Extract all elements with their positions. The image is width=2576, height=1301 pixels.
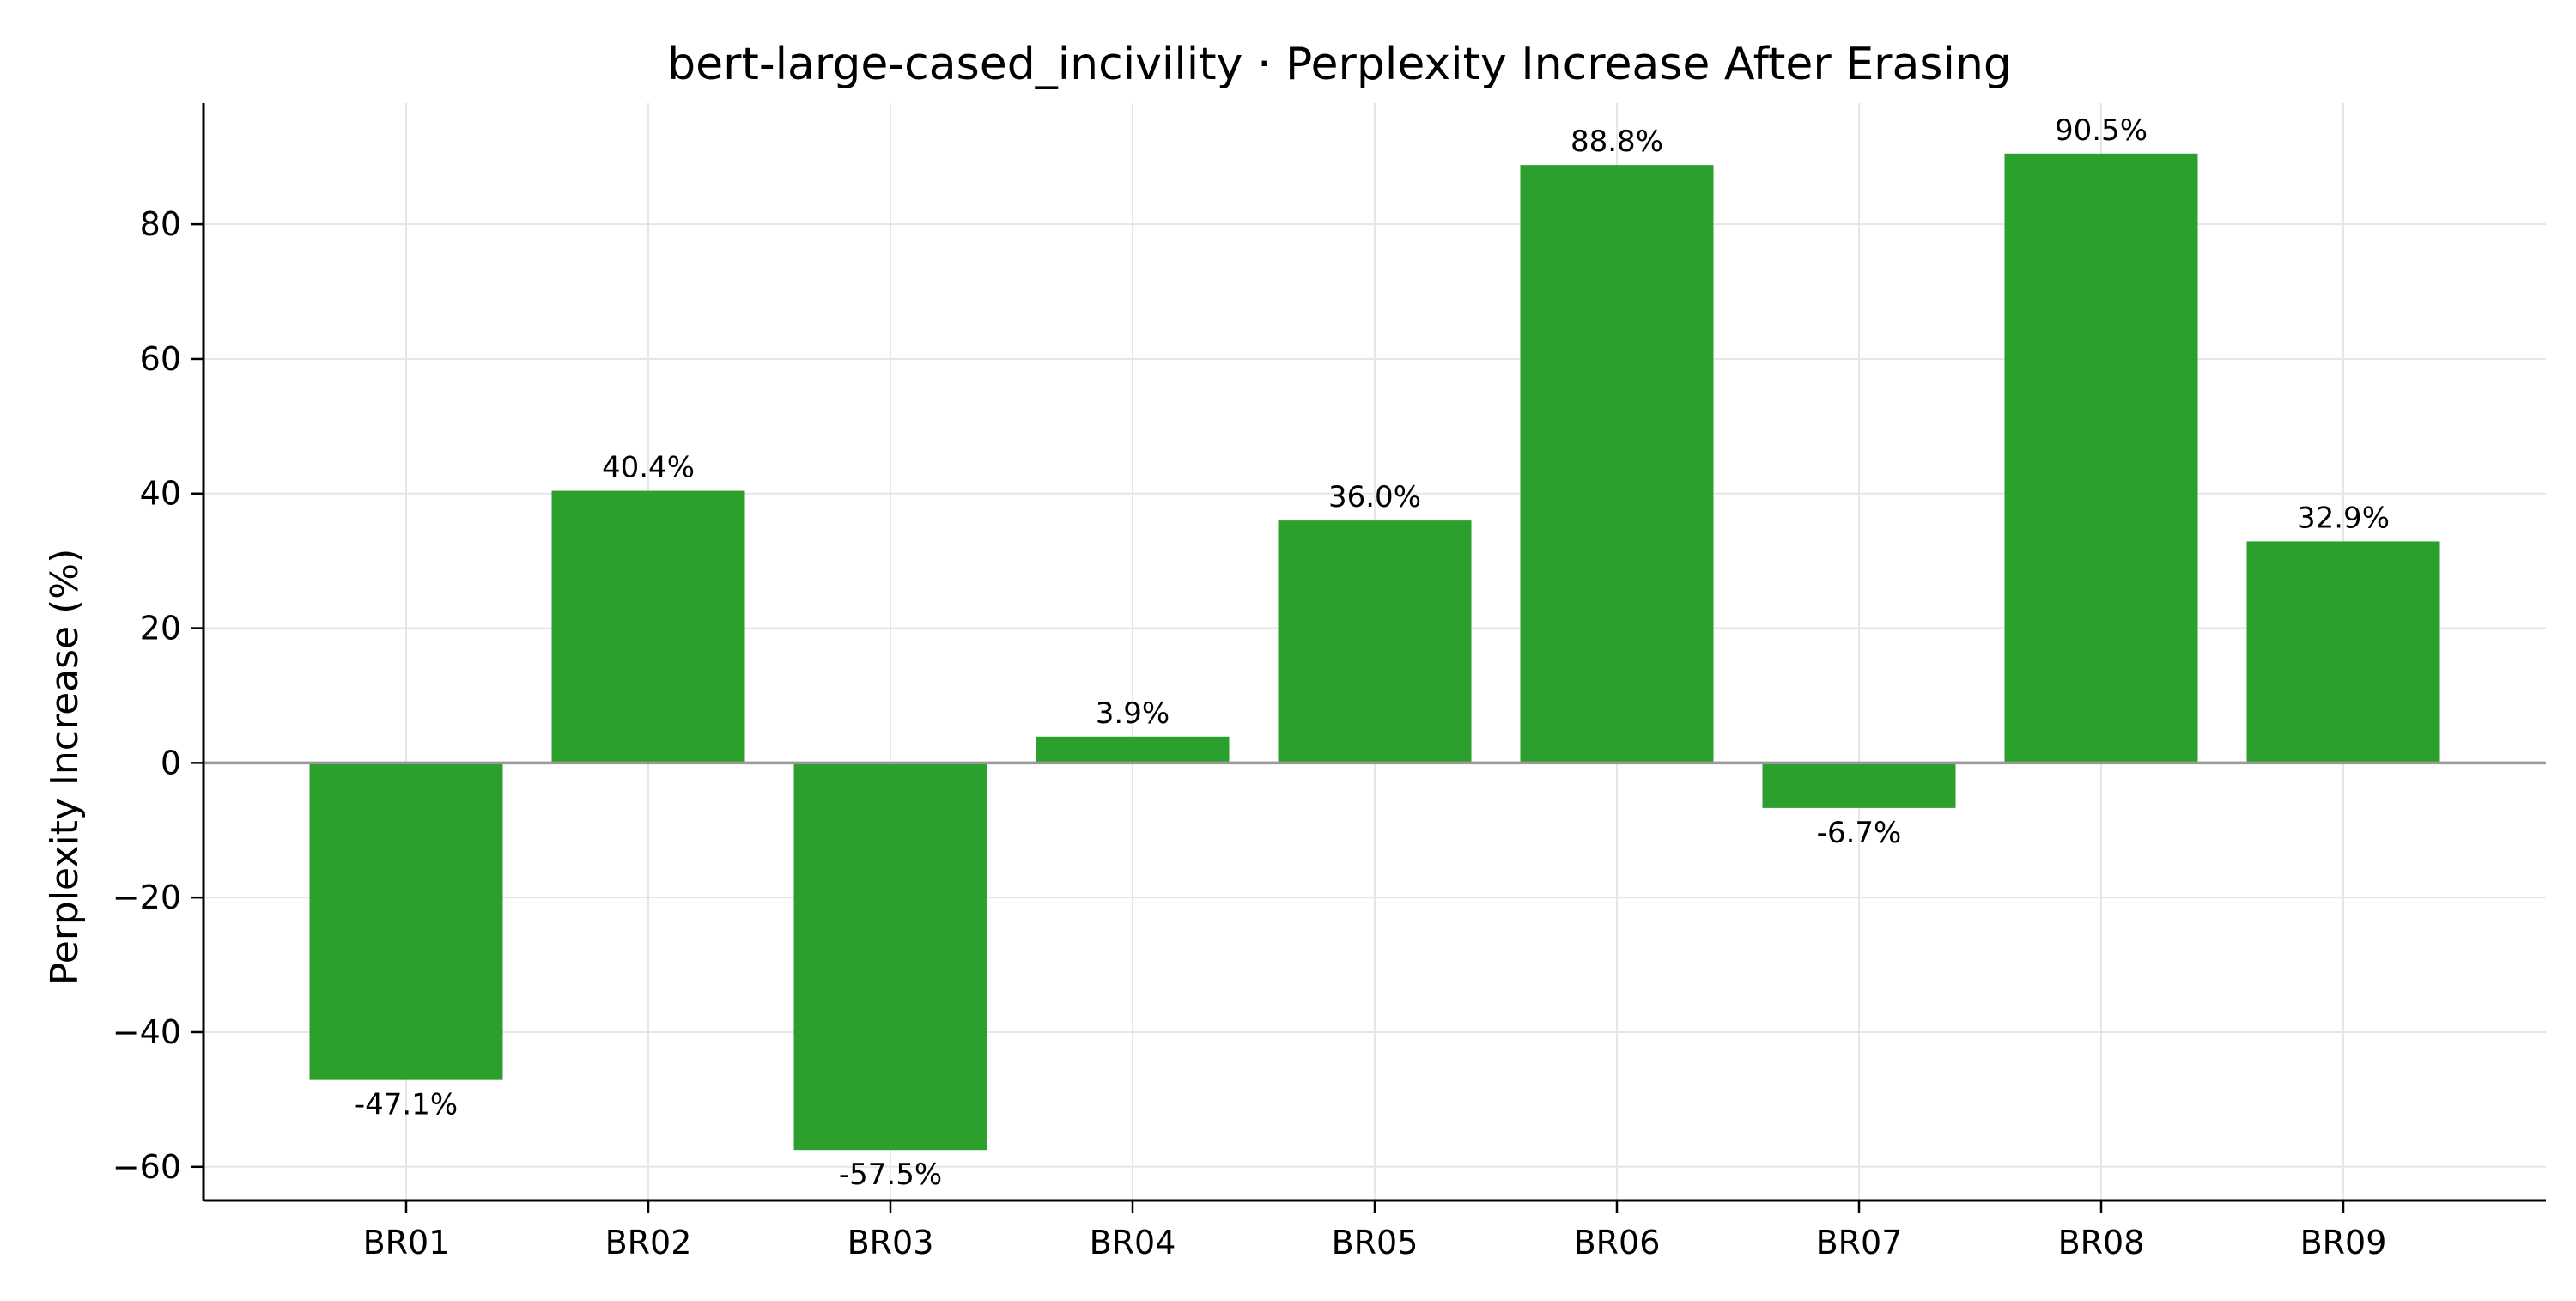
bar-br02 bbox=[551, 490, 745, 763]
bar-br01 bbox=[309, 763, 503, 1080]
bar-br04 bbox=[1036, 736, 1230, 763]
y-tick-label: −20 bbox=[112, 878, 181, 916]
bars bbox=[309, 153, 2440, 1151]
data-label-br07: -6.7% bbox=[1817, 816, 1902, 850]
bar-br09 bbox=[2246, 541, 2440, 763]
x-tick-label: BR05 bbox=[1332, 1224, 1419, 1261]
data-label-br09: 32.9% bbox=[2297, 501, 2390, 535]
x-tick-label: BR09 bbox=[2300, 1224, 2387, 1261]
tick-labels: −60 −40 −20 0 20 40 60 80 BR01 BR02 BR03 BR04 BR05 BR… bbox=[112, 205, 2387, 1261]
bar-br03 bbox=[793, 763, 987, 1151]
data-label-br06: 88.8% bbox=[1571, 125, 1663, 159]
y-axis-label: Perplexity Increase (%) bbox=[43, 549, 87, 985]
bar-br06 bbox=[1520, 165, 1714, 763]
bar-br07 bbox=[1762, 763, 1956, 808]
data-label-br04: 3.9% bbox=[1096, 696, 1170, 731]
x-tick-label: BR08 bbox=[2058, 1224, 2145, 1261]
bar-br05 bbox=[1278, 520, 1472, 763]
axes bbox=[191, 103, 2546, 1213]
x-tick-label: BR06 bbox=[1574, 1224, 1661, 1261]
y-tick-label: 20 bbox=[140, 610, 181, 647]
y-tick-label: −40 bbox=[112, 1013, 181, 1051]
x-tick-label: BR04 bbox=[1090, 1224, 1176, 1261]
data-label-br03: -57.5% bbox=[839, 1158, 942, 1192]
y-tick-label: −60 bbox=[112, 1148, 181, 1186]
chart-title: bert-large-cased_incivility · Perplexity… bbox=[667, 39, 2012, 90]
x-tick-label: BR01 bbox=[363, 1224, 450, 1261]
x-tick-label: BR02 bbox=[605, 1224, 692, 1261]
y-tick-label: 0 bbox=[161, 744, 181, 781]
data-label-br08: 90.5% bbox=[2055, 113, 2148, 148]
data-label-br02: 40.4% bbox=[602, 451, 695, 485]
x-tick-label: BR07 bbox=[1816, 1224, 1903, 1261]
x-tick-label: BR03 bbox=[848, 1224, 934, 1261]
y-tick-label: 80 bbox=[140, 205, 181, 243]
data-labels: -47.1% 40.4% -57.5% 3.9% 36.0% 88.8% -6.7% 90.5… bbox=[355, 113, 2390, 1192]
y-tick-label: 60 bbox=[140, 340, 181, 378]
bar-br08 bbox=[2004, 153, 2198, 763]
data-label-br01: -47.1% bbox=[355, 1088, 458, 1122]
data-label-br05: 36.0% bbox=[1328, 480, 1421, 514]
y-tick-label: 40 bbox=[140, 475, 181, 513]
